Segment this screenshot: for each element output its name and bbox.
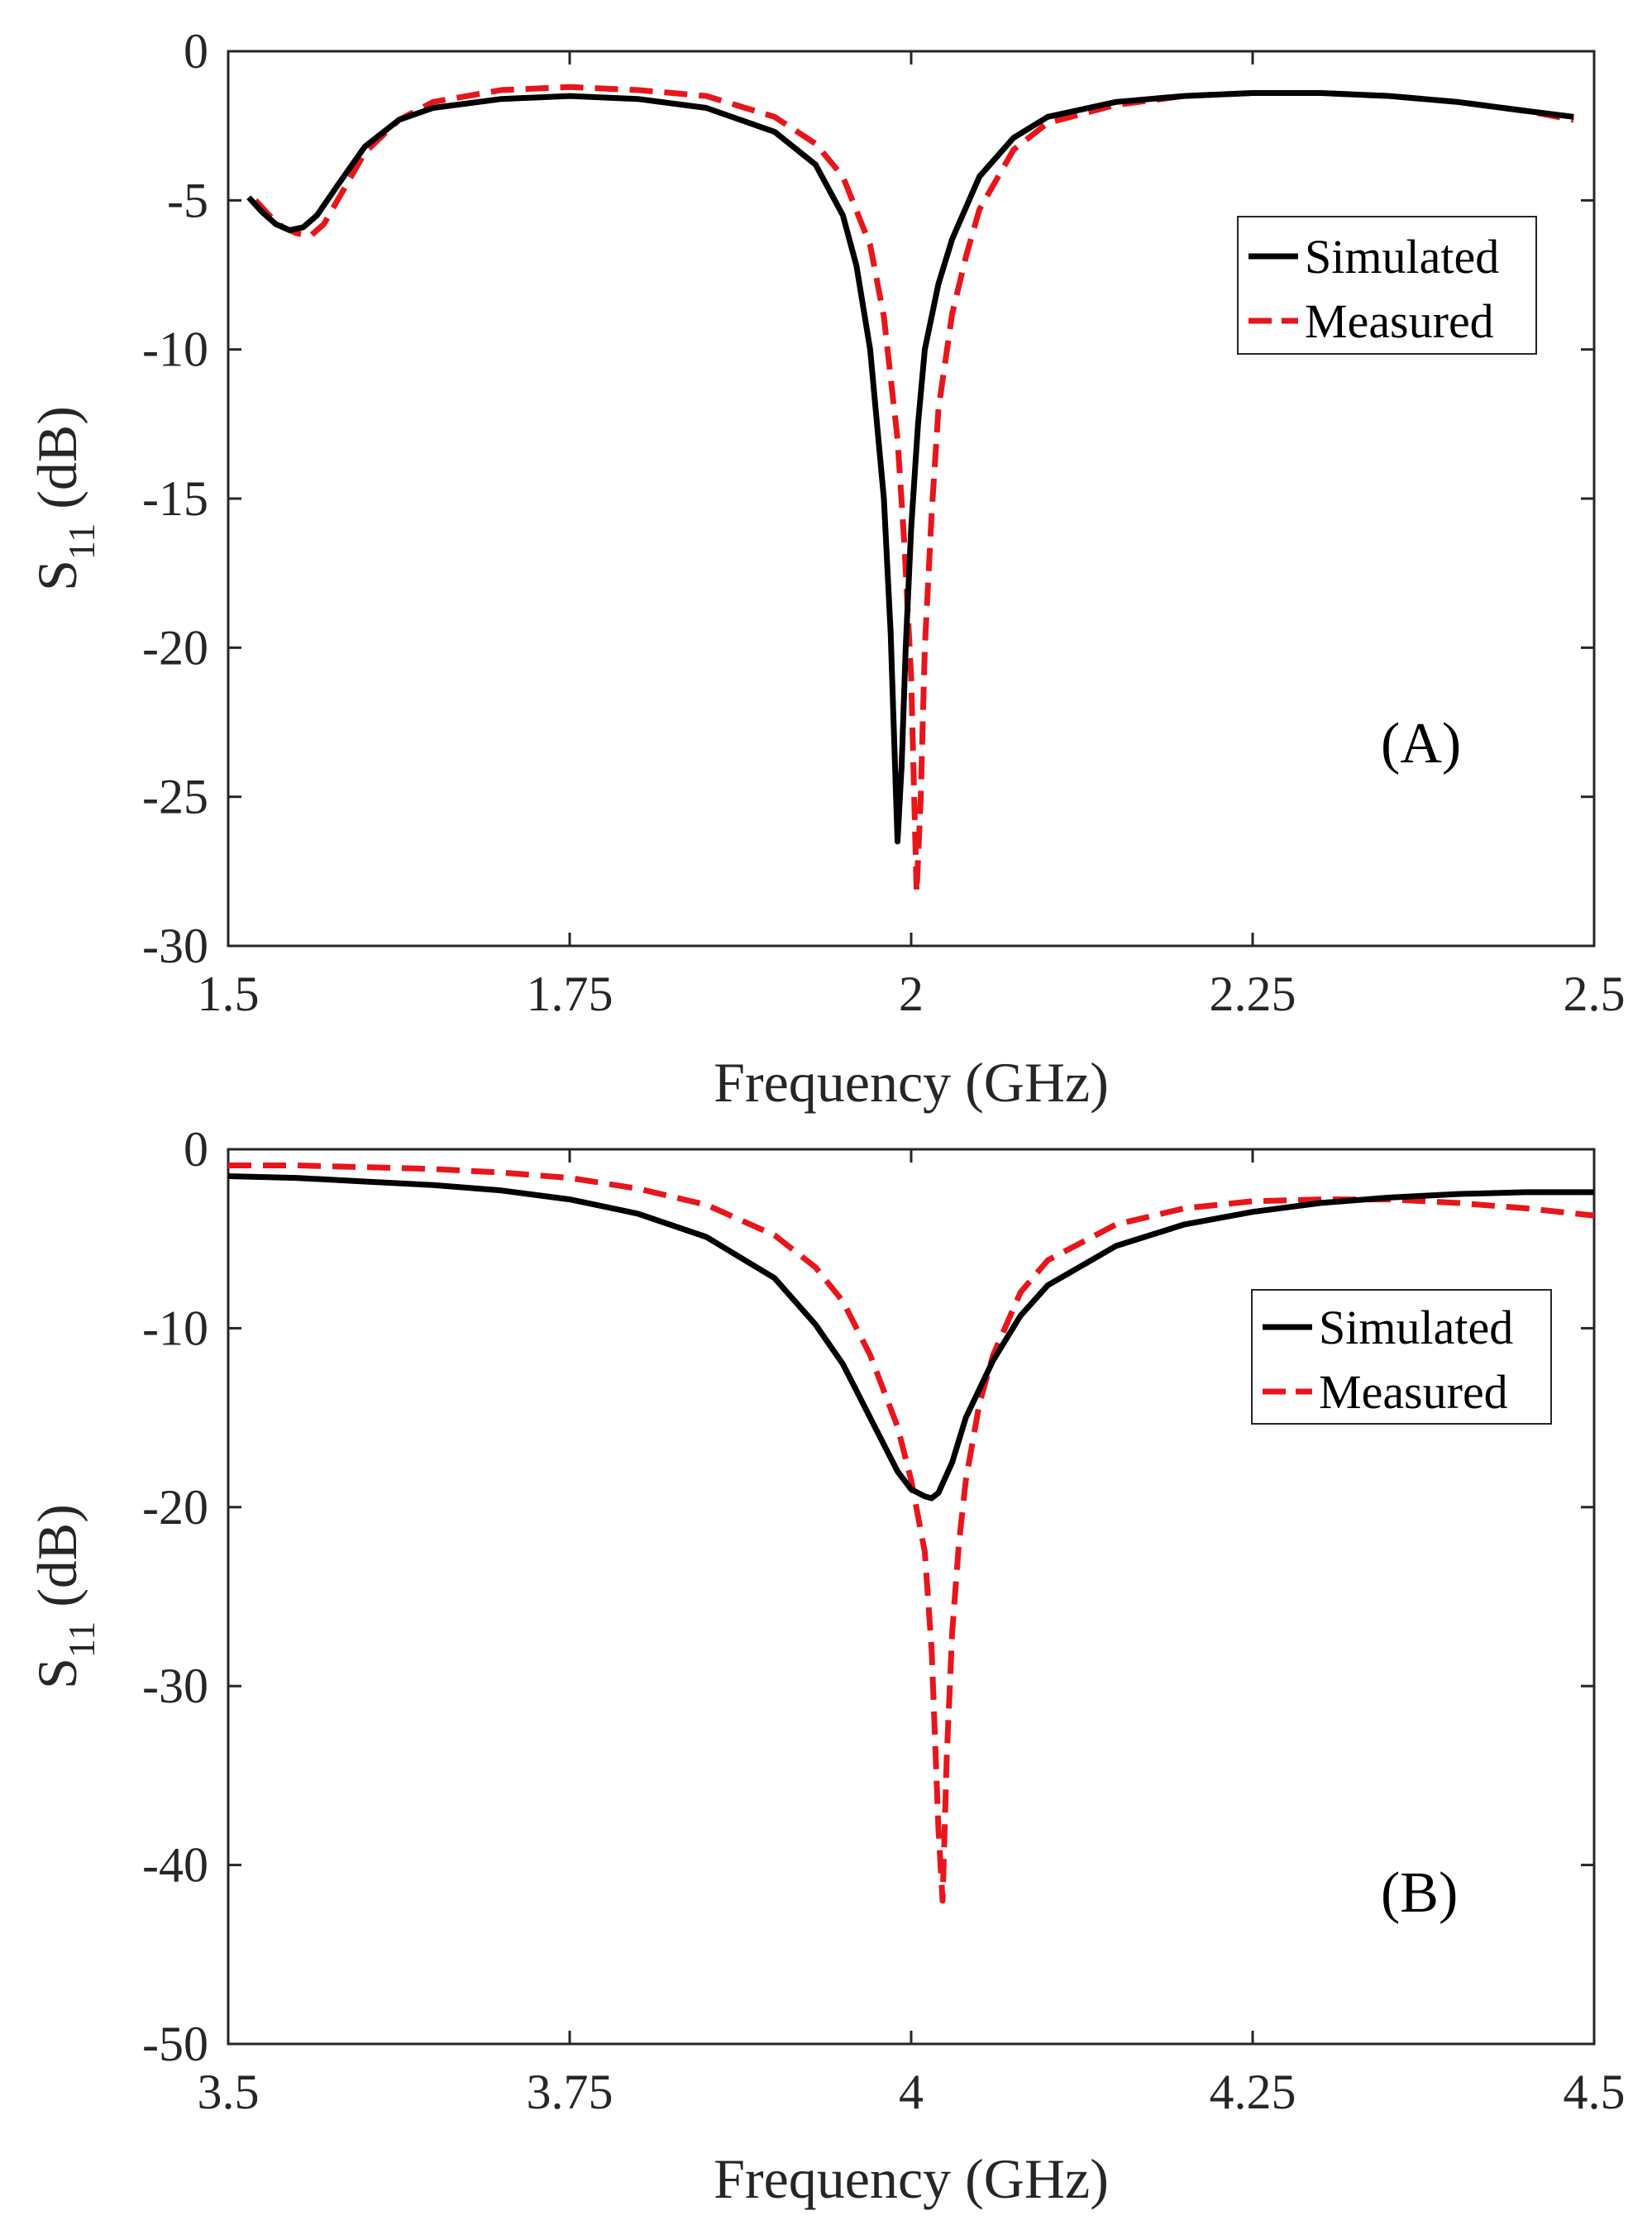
- y-tick-label-a-1: -5: [167, 173, 208, 227]
- series-simulated-a: [246, 90, 1574, 845]
- y-axis-title-sub-a: 11: [60, 523, 103, 560]
- x-tick-labels-a: 1.5 1.75 2 2.25 2.5: [198, 967, 1626, 1021]
- x-tick-labels-b: 3.5 3.75 4 4.25 4.5: [198, 2065, 1626, 2119]
- y-tick-label-a-3: -15: [142, 471, 208, 526]
- legend-label-measured-a: Measured: [1305, 294, 1494, 348]
- panel-label-a: (A): [1381, 712, 1461, 776]
- x-tick-label-a-3: 2.25: [1210, 967, 1296, 1021]
- series-layer-b: [227, 1163, 1595, 1904]
- series-simulated-b: [227, 1173, 1594, 1502]
- y-tick-label-b-2: -20: [142, 1480, 208, 1535]
- legend-label-measured-b: Measured: [1319, 1365, 1508, 1419]
- x-tick-label-a-0: 1.5: [198, 967, 260, 1021]
- y-axis-title-a: S11 (dB): [26, 406, 103, 591]
- y-axis-title-main-b: S: [26, 1658, 88, 1689]
- series-layer-a: [246, 84, 1574, 895]
- y-tick-label-a-2: -10: [142, 322, 208, 377]
- x-tick-label-a-4: 2.5: [1564, 967, 1626, 1021]
- y-axis-title-unit-b: (dB): [26, 1504, 88, 1621]
- legend-box-b: [1251, 1289, 1552, 1425]
- x-axis-title-b: Frequency (GHz): [714, 2147, 1109, 2210]
- y-tick-label-b-5: -50: [142, 2017, 208, 2071]
- y-tick-label-a-6: -30: [142, 919, 208, 973]
- y-tick-label-b-0: 0: [184, 1122, 208, 1177]
- legend-label-simulated-b: Simulated: [1319, 1301, 1513, 1354]
- axis-ticks-a: [227, 50, 1596, 948]
- x-tick-label-b-2: 4: [899, 2065, 924, 2119]
- legend-b: Simulated Measured: [1251, 1289, 1552, 1425]
- x-tick-label-a-1: 1.75: [527, 967, 614, 1021]
- y-tick-label-b-3: -30: [142, 1659, 208, 1713]
- chart-panel-a: 0 -5 -10 -15 -20 -25 -30 1.5 1.75 2 2.25 2.5 Frequ…: [26, 24, 1626, 1114]
- legend-a: Simulated Measured: [1237, 216, 1537, 355]
- x-tick-label-b-3: 4.25: [1210, 2065, 1296, 2119]
- y-axis-title-b: S11 (dB): [26, 1504, 103, 1689]
- axis-ticks-b: [227, 1148, 1596, 2046]
- y-tick-label-b-1: -10: [142, 1301, 208, 1355]
- y-axis-title-sub-b: 11: [60, 1621, 103, 1658]
- x-axis-title-a: Frequency (GHz): [714, 1051, 1109, 1114]
- y-tick-labels-b: 0 -10 -20 -30 -40 -50: [142, 1122, 208, 2071]
- chart-panel-b: 0 -10 -20 -30 -40 -50 3.5 3.75 4 4.25 4.5 Frequen…: [26, 1122, 1626, 2210]
- y-axis-title-main-a: S: [26, 560, 88, 591]
- y-tick-label-a-0: 0: [184, 24, 208, 79]
- x-tick-label-b-0: 3.5: [198, 2065, 260, 2119]
- legend-box-a: [1237, 216, 1537, 355]
- y-tick-label-b-4: -40: [142, 1838, 208, 1893]
- legend-label-simulated-a: Simulated: [1305, 230, 1499, 284]
- x-tick-label-b-1: 3.75: [527, 2065, 614, 2119]
- series-measured-b: [228, 1163, 1595, 1904]
- panel-label-b: (B): [1381, 1861, 1458, 1925]
- x-tick-label-b-4: 4.5: [1564, 2065, 1626, 2119]
- y-tick-label-a-5: -25: [142, 770, 208, 824]
- x-tick-label-a-2: 2: [899, 967, 924, 1021]
- y-tick-label-a-4: -20: [142, 620, 208, 675]
- y-axis-title-unit-a: (dB): [26, 406, 88, 523]
- series-measured-a: [253, 84, 1574, 895]
- y-tick-labels-a: 0 -5 -10 -15 -20 -25 -30: [142, 24, 208, 973]
